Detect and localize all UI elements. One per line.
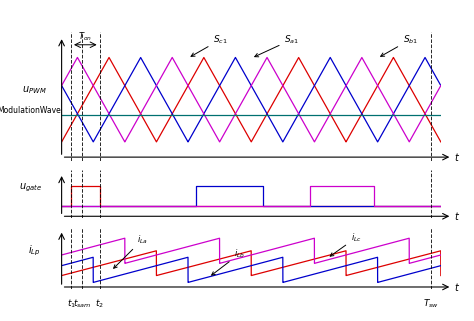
Text: $t$: $t$	[454, 151, 460, 163]
Y-axis label: $i_{Lp}$: $i_{Lp}$	[27, 244, 40, 258]
Y-axis label: $u_{gate}$: $u_{gate}$	[19, 182, 43, 194]
Text: $T_{on}$: $T_{on}$	[78, 30, 92, 43]
Text: $T_{sw}$: $T_{sw}$	[423, 298, 439, 310]
Text: $t$: $t$	[454, 210, 460, 222]
Text: $t_2$: $t_2$	[95, 298, 104, 310]
Text: $S_{a1}$: $S_{a1}$	[255, 33, 300, 57]
Text: $i_{Lc}$: $i_{Lc}$	[330, 231, 362, 256]
Text: $i_{La}$: $i_{La}$	[114, 233, 148, 268]
Text: $t_1$: $t_1$	[66, 298, 76, 310]
Text: $S_{b1}$: $S_{b1}$	[381, 33, 418, 56]
Text: $t$: $t$	[454, 281, 460, 293]
Text: ModulationWave: ModulationWave	[0, 106, 61, 115]
Text: $t_{sam}$: $t_{sam}$	[73, 298, 91, 310]
Y-axis label: $u_{PWM}$: $u_{PWM}$	[21, 84, 46, 96]
Text: $S_{c1}$: $S_{c1}$	[191, 33, 228, 56]
Text: $i_{Lb}$: $i_{Lb}$	[211, 247, 245, 275]
